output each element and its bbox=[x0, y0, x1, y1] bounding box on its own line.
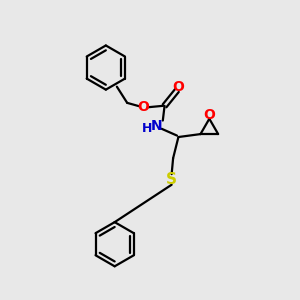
Text: H: H bbox=[142, 122, 152, 135]
Text: O: O bbox=[172, 80, 184, 94]
Text: O: O bbox=[203, 108, 215, 122]
Text: O: O bbox=[137, 100, 149, 114]
Text: S: S bbox=[166, 172, 177, 187]
Text: N: N bbox=[151, 119, 162, 133]
